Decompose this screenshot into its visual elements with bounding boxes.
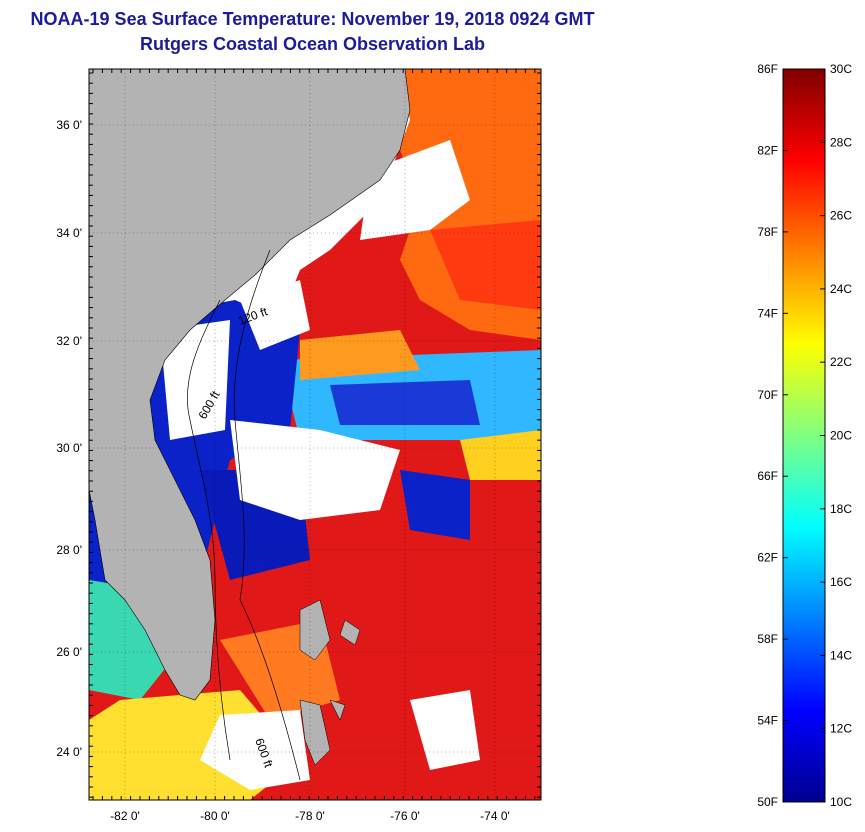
colorbar-celsius-labels: 30C 28C 26C 24C 22C 20C 18C 16C 14C 12C 10C [830, 62, 852, 809]
colorbar-c-label: 26C [830, 209, 852, 223]
temperature-colorbar: 86F 82F 78F 74F 70F 66F 62F 58F 54F 50F 30C 28C 26C… [757, 62, 852, 809]
colorbar-f-label: 50F [757, 795, 778, 809]
lat-tick-label: 24 0' [56, 745, 82, 759]
colorbar-c-label: 18C [830, 502, 852, 516]
sst-region-yellow [460, 430, 541, 480]
lon-tick-label: -76 0' [390, 809, 420, 823]
contour-600ft [233, 249, 301, 781]
map-subtitle: Rutgers Coastal Ocean Observation Lab [139, 34, 486, 54]
longitude-axis: -82 0' -80 0' -78 0' -76 0' -74 0' [110, 809, 510, 823]
sst-region-orange-band [300, 330, 420, 380]
lon-tick-label: -74 0' [480, 809, 510, 823]
cloud-region-south [200, 710, 310, 790]
sst-region-blue-band [330, 380, 480, 425]
lon-tick-label: -80 0' [200, 809, 230, 823]
lat-tick-label: 36 0' [56, 118, 82, 132]
land-us-southeast [89, 69, 411, 701]
colorbar-c-label: 14C [830, 648, 852, 662]
colorbar-f-label: 86F [757, 62, 778, 76]
sst-region-offshore-blue [400, 470, 470, 540]
colorbar-f-label: 58F [757, 632, 778, 646]
colorbar-c-label: 22C [830, 355, 852, 369]
colorbar-gradient [782, 68, 826, 803]
colorbar-c-label: 24C [830, 282, 852, 296]
sst-region-north-red [430, 220, 541, 310]
map-area: 120 ft 600 ft 600 ft [88, 68, 542, 801]
colorbar-c-label: 20C [830, 429, 852, 443]
lat-tick-label: 34 0' [56, 226, 82, 240]
lat-tick-label: 32 0' [56, 334, 82, 348]
colorbar-fahrenheit-labels: 86F 82F 78F 74F 70F 66F 62F 58F 54F 50F [757, 62, 778, 809]
colorbar-f-label: 78F [757, 225, 778, 239]
colorbar-f-label: 66F [757, 469, 778, 483]
colorbar-f-label: 82F [757, 143, 778, 157]
land-bahamas-2 [339, 619, 361, 646]
land-bahamas-4 [329, 699, 346, 721]
map-frame [88, 68, 542, 801]
contour-120ft [187, 299, 231, 761]
colorbar-c-label: 16C [830, 575, 852, 589]
land-bahamas-3 [299, 699, 331, 766]
colorbar-c-label: 12C [830, 722, 852, 736]
colorbar-ticks [783, 68, 825, 803]
lat-tick-label: 30 0' [56, 441, 82, 455]
cloud-region-shelf [240, 280, 310, 350]
cloud-region-central [230, 420, 400, 520]
lat-tick-label: 26 0' [56, 645, 82, 659]
colorbar-c-label: 30C [830, 62, 852, 76]
map-title: NOAA-19 Sea Surface Temperature: Novembe… [30, 9, 595, 29]
colorbar-c-label: 28C [830, 135, 852, 149]
colorbar-f-label: 62F [757, 551, 778, 565]
colorbar-c-label: 10C [830, 795, 852, 809]
colorbar-f-label: 70F [757, 388, 778, 402]
cloud-region-southeast [410, 690, 480, 770]
axis-ticks [89, 69, 541, 800]
land-bahamas-1 [299, 599, 331, 661]
colorbar-f-label: 74F [757, 306, 778, 320]
cloud-region-coast [160, 320, 230, 440]
lon-tick-label: -78 0' [295, 809, 325, 823]
colorbar-f-label: 54F [757, 714, 778, 728]
latitude-axis: 36 0' 34 0' 32 0' 30 0' 28 0' 26 0' 24 0… [56, 118, 82, 759]
graticule [89, 69, 541, 800]
lon-tick-label: -82 0' [110, 809, 140, 823]
lat-tick-label: 28 0' [56, 543, 82, 557]
